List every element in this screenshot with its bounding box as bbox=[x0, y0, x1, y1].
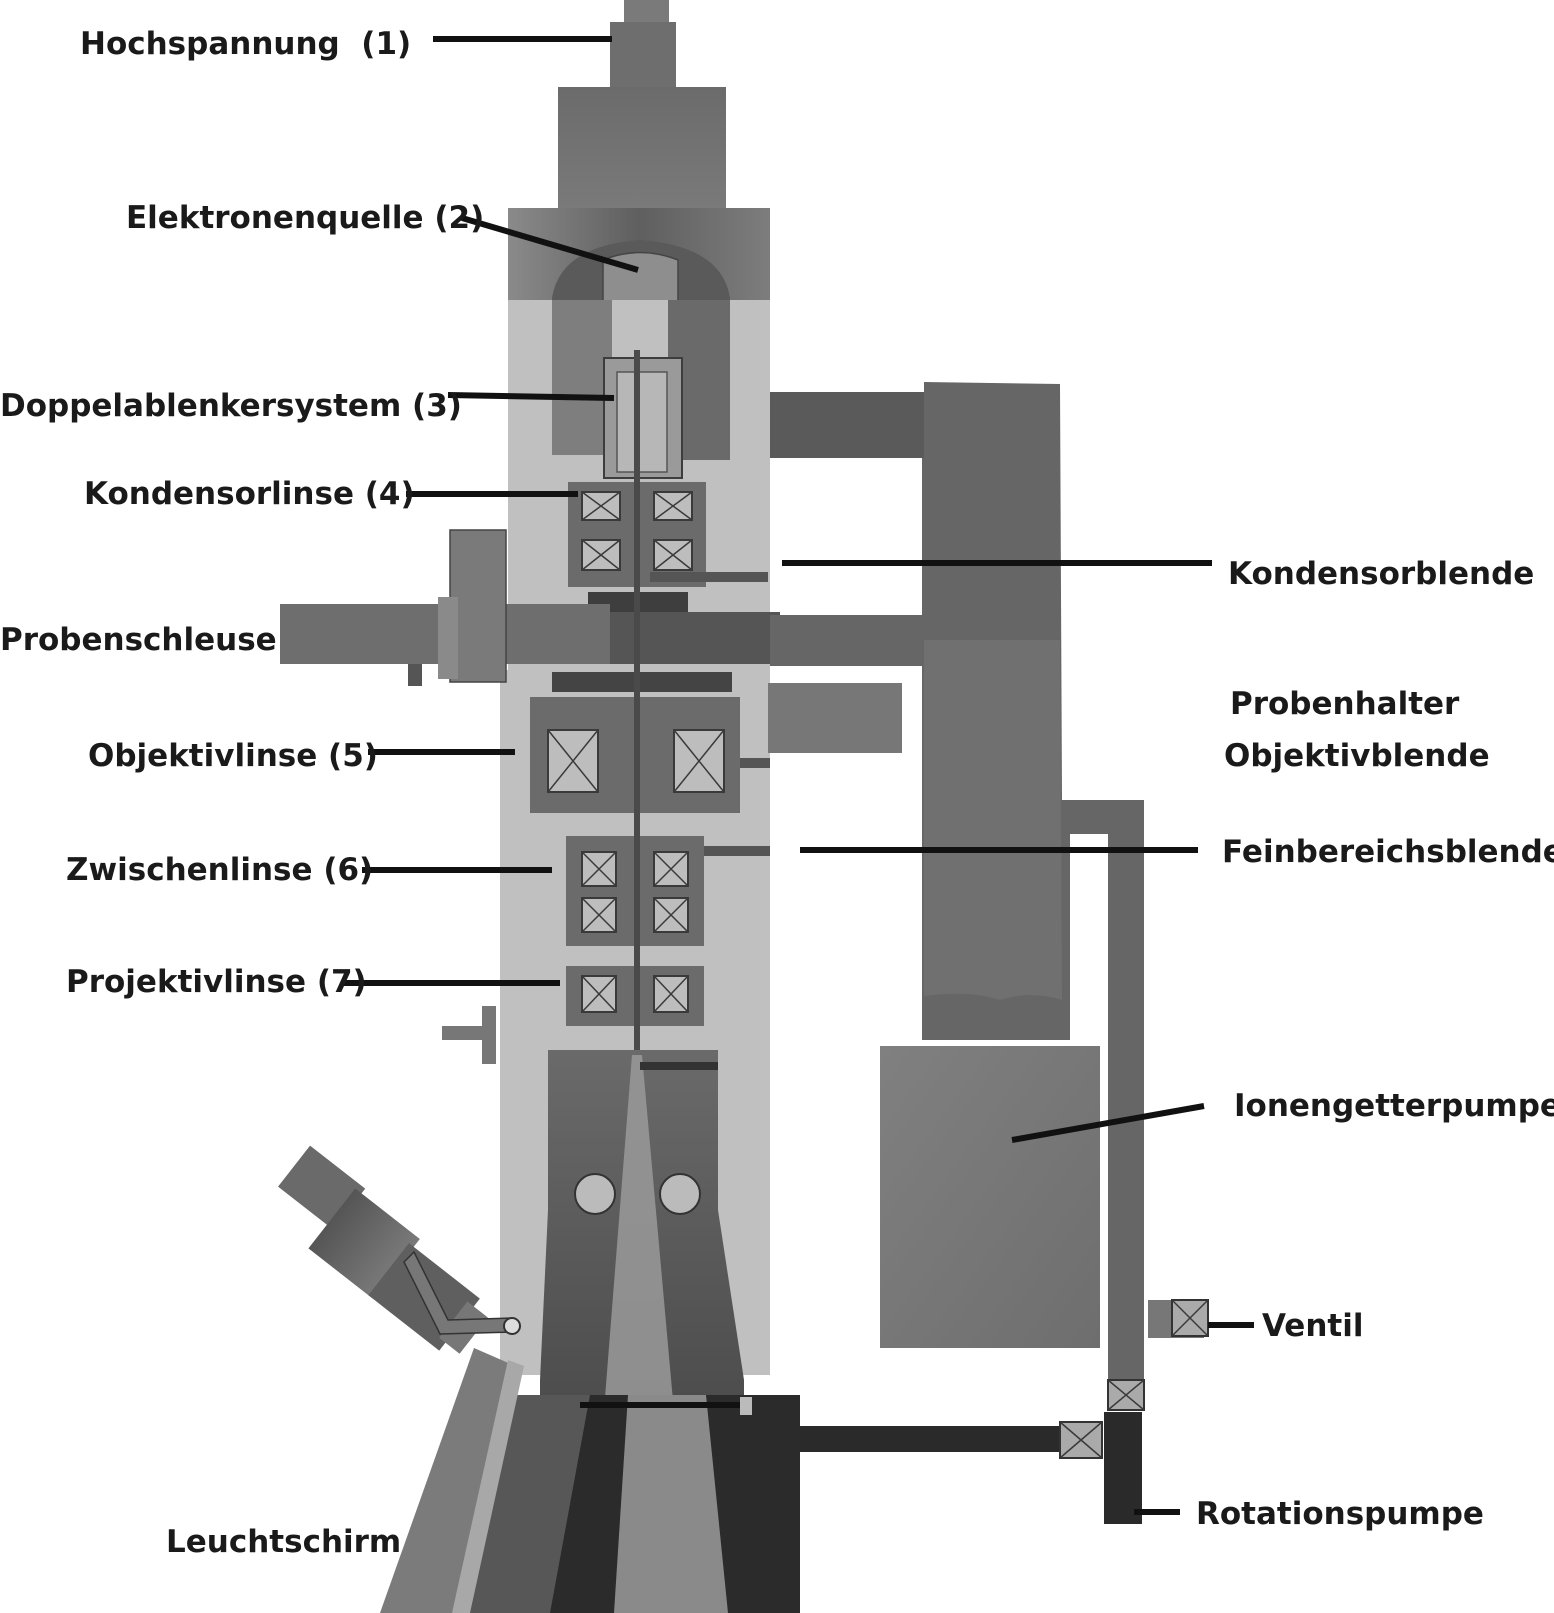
label-probenhalter: Probenhalter bbox=[1230, 686, 1460, 722]
label-feinbereichsblende: Feinbereichsblende bbox=[1222, 834, 1554, 870]
label-objektivblende: Objektivblende bbox=[1224, 738, 1490, 774]
label-ionengetterpumpe: Ionengetterpumpe bbox=[1234, 1088, 1554, 1124]
vacuum-system bbox=[770, 382, 1209, 1524]
viewing-window bbox=[380, 1348, 520, 1613]
label-elektronenquelle: Elektronenquelle (2) bbox=[126, 200, 484, 236]
label-probenschleuse: Probenschleuse bbox=[0, 622, 277, 658]
label-leuchtschirm: Leuchtschirm bbox=[166, 1524, 401, 1560]
label-kondensorlinse: Kondensorlinse (4) bbox=[84, 476, 415, 512]
label-objektivlinse: Objektivlinse (5) bbox=[88, 738, 378, 774]
microscope-column bbox=[278, 0, 902, 1613]
ion-getter-pump bbox=[880, 1046, 1100, 1348]
label-kondensorblende: Kondensorblende bbox=[1228, 556, 1534, 592]
optical-axis bbox=[634, 350, 640, 1050]
rotary-pump bbox=[1104, 1412, 1142, 1524]
label-doppelablenkersystem: Doppelablenkersystem (3) bbox=[0, 388, 462, 424]
high-voltage-cable bbox=[610, 22, 676, 90]
label-hochspannung: Hochspannung (1) bbox=[80, 26, 411, 62]
label-ventil: Ventil bbox=[1262, 1308, 1363, 1344]
label-zwischenlinse: Zwischenlinse (6) bbox=[66, 852, 373, 888]
label-projektivlinse: Projektivlinse (7) bbox=[66, 964, 367, 1000]
high-voltage-tank bbox=[558, 87, 726, 210]
labels: Hochspannung (1) Elektronenquelle (2) Do… bbox=[0, 26, 1554, 1560]
leader-lines bbox=[344, 36, 1254, 1515]
label-rotationspumpe: Rotationspumpe bbox=[1196, 1496, 1484, 1532]
